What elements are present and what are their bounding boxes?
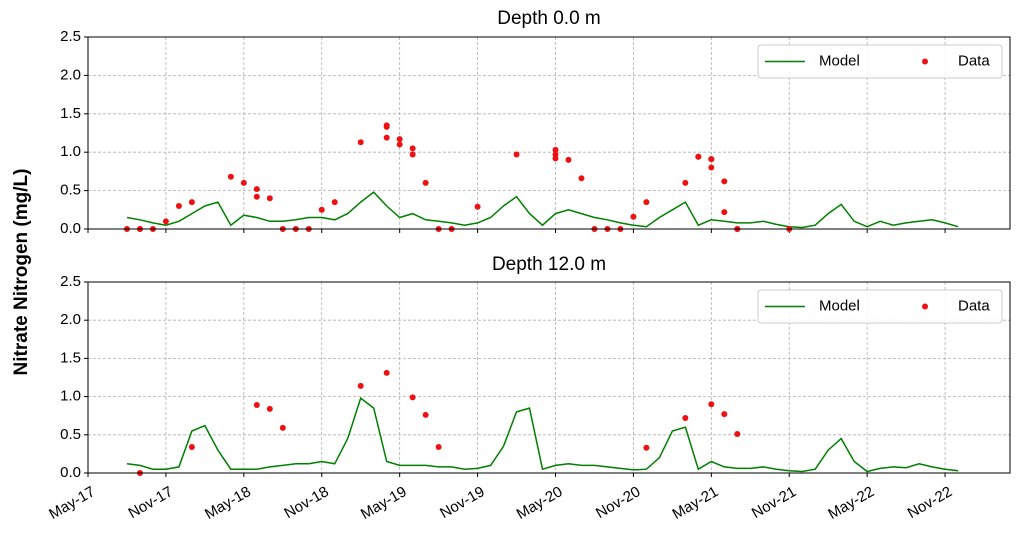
y-tick-label: 1.0 [60,388,81,405]
plot-frame [87,36,1011,230]
data-point [188,199,195,206]
data-point [175,202,182,209]
model-line [126,396,959,473]
subplot: Depth 0.0 m 0.0 0.5 1.0 1.5 2.0 2.5 Model Data [60,8,1011,237]
y-tick-label: 0.5 [60,426,81,443]
plot-frame [87,281,1011,474]
y-tick-label: 2.5 [60,273,81,290]
data-point [266,195,273,202]
chart-title: Depth 12.0 m [492,254,606,275]
y-tick-label: 0.5 [60,182,81,199]
data-point [227,173,234,180]
legend: Model Data [757,44,1003,79]
data-point [513,151,520,158]
legend-swatch [922,303,928,310]
data-point [383,134,390,141]
y-tick-label: 2.0 [60,66,81,83]
data-point [565,156,572,163]
data-point [409,151,416,158]
legend-label: Model [819,52,860,69]
data-point [422,179,429,186]
data-point [643,444,650,451]
y-axis-label: Nitrate Nitrogen (mg/L) [11,169,32,376]
data-point [279,424,286,431]
data-point [409,394,416,401]
data-point [422,411,429,418]
data-point [682,414,689,421]
data-point [695,153,702,160]
data-point [734,431,741,438]
data-point [383,123,390,130]
data-point [162,218,169,225]
chart-title: Depth 0.0 m [497,8,601,29]
y-tick-label: 2.5 [60,28,81,45]
y-tick-label: 1.5 [60,105,81,122]
data-point [721,209,728,216]
legend-box [757,44,1003,79]
data-point [578,175,585,182]
data-point [643,199,650,206]
data-point [318,206,325,213]
data-point [396,136,403,143]
data-point [721,411,728,418]
data-point [630,213,637,220]
data-point [682,179,689,186]
data-point [331,199,338,206]
data-point [253,402,260,409]
data-point [708,156,715,163]
legend-box [757,289,1003,324]
data-point [383,369,390,376]
legend-label: Data [958,297,990,314]
legend-label: Model [819,297,860,314]
data-point [357,382,364,389]
legend-swatch [922,58,928,65]
model-line [126,191,959,229]
data-point [266,405,273,412]
data-point [409,145,416,152]
data-point [253,193,260,200]
data-point [240,179,247,186]
data-point [435,444,442,451]
data-point [708,164,715,171]
data-point [721,178,728,185]
y-tick-label: 0.0 [60,220,81,237]
data-point [357,139,364,146]
data-point [188,444,195,451]
data-point [552,146,559,153]
data-point [396,141,403,148]
legend-label: Data [958,52,990,69]
y-tick-label: 0.0 [60,464,81,481]
data-point [253,186,260,193]
data-point [708,401,715,408]
y-tick-label: 1.5 [60,349,81,366]
data-point [474,203,481,210]
y-tick-label: 1.0 [60,143,81,160]
data-point [552,151,559,158]
y-tick-label: 2.0 [60,311,81,328]
legend: Model Data [757,289,1003,324]
